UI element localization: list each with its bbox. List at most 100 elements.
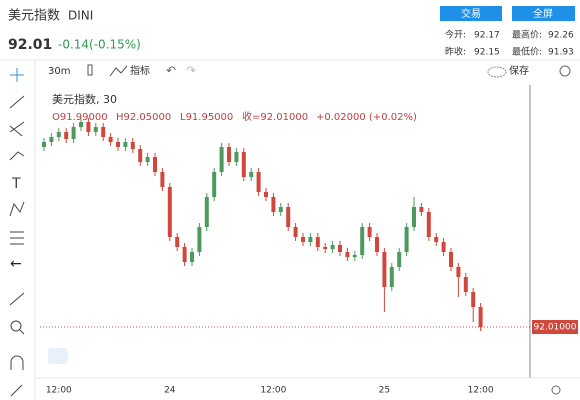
x-tick-label: 12:00 (46, 386, 72, 396)
candle-body (449, 252, 453, 267)
candle-body (419, 207, 424, 212)
symbol-name: 美元指数 (8, 9, 60, 24)
candle-body (56, 132, 61, 137)
candle-body (271, 197, 276, 212)
candle-body (145, 157, 150, 162)
candle-body (130, 142, 135, 149)
stat-label: 昨收: (445, 46, 466, 58)
candle-body (367, 227, 372, 237)
candle-body (441, 242, 446, 252)
stat-value: 92.17 (474, 31, 500, 41)
candle-body (138, 149, 143, 162)
indicators[interactable]: 指标 (130, 64, 150, 77)
candle-body (426, 212, 431, 237)
legend-high: H92.05000 (116, 112, 171, 123)
stat-value: 91.93 (548, 48, 574, 58)
svg-text:←: ← (10, 256, 22, 272)
candle-body (338, 245, 342, 252)
last-price-label: 92.01000 (534, 323, 577, 333)
candle-body (204, 197, 209, 227)
candle-body (315, 237, 320, 247)
candle-body (434, 237, 439, 242)
trade-button-label[interactable]: 交易 (461, 7, 481, 20)
candle-body (330, 245, 335, 249)
redo[interactable]: ↷ (186, 64, 196, 78)
candle-body (249, 172, 254, 177)
axis-settings[interactable] (551, 385, 561, 395)
settings-icon[interactable] (559, 65, 571, 77)
price: 92.01 (8, 37, 52, 53)
change: -0.14(-0.15%) (58, 38, 141, 52)
candle-body (175, 237, 180, 247)
candle-body (64, 132, 69, 139)
candle-body (308, 237, 313, 242)
candle-body (412, 207, 416, 227)
undo[interactable]: ↶ (166, 64, 176, 78)
candle-body (49, 137, 54, 142)
candle-body (227, 147, 231, 162)
candle-body (42, 142, 46, 147)
candle-body (101, 127, 106, 137)
legend-close: 收=92.01000 (242, 110, 308, 123)
save[interactable]: 保存 (509, 64, 529, 77)
indicator-icon[interactable] (109, 65, 128, 77)
symbol-code: DINI (68, 9, 93, 23)
candle-body (160, 172, 165, 187)
stat-value: 92.15 (474, 48, 500, 58)
trade-button[interactable] (440, 6, 502, 21)
candle-body (256, 172, 261, 192)
candle-body (190, 252, 194, 262)
candle-body (456, 267, 461, 277)
candle-body (382, 252, 387, 287)
stat-label: 今开: (445, 29, 466, 41)
svg-text:T: T (11, 176, 21, 192)
candle-body (389, 267, 394, 287)
candle-body (264, 192, 268, 197)
candle-body (241, 152, 246, 177)
candle-body (478, 307, 483, 327)
drawing-tools[interactable]: T ← (9, 68, 25, 397)
interval[interactable]: 30m (48, 66, 70, 77)
candle-body (197, 227, 202, 252)
fullscreen-button-label[interactable]: 全屏 (533, 7, 553, 20)
legend-change: +0.02000 (+0.02%) (316, 112, 417, 123)
stat-value: 92.26 (548, 31, 574, 41)
candle-body (79, 122, 83, 127)
candle-body (123, 142, 128, 147)
candle-body (352, 255, 357, 257)
candle-body (286, 207, 291, 227)
x-tick-label: 12:00 (468, 386, 494, 396)
x-tick-label: 25 (379, 386, 390, 396)
fullscreen-button[interactable] (512, 6, 575, 21)
candle-body (278, 207, 283, 212)
candle-body (219, 147, 224, 172)
candle-body (116, 142, 120, 147)
candle-body (463, 277, 468, 292)
legend-title: 美元指数, 30 (52, 92, 117, 106)
candle-body (71, 127, 76, 139)
candle-body (345, 252, 350, 257)
candle-body (182, 247, 187, 262)
candle-body (108, 137, 113, 142)
legend-open: O91.99000 (52, 112, 108, 123)
candle-body (167, 187, 172, 237)
candle-body (93, 127, 98, 132)
candle-body (471, 292, 476, 307)
chart-type-icon[interactable] (87, 64, 93, 76)
candle-body (404, 227, 409, 252)
candle-body (397, 252, 402, 267)
candle-body (323, 247, 328, 249)
cloud-icon[interactable] (487, 66, 507, 78)
candle-body (360, 227, 365, 255)
stat-label: 最低价: (512, 46, 542, 58)
x-tick-label: 12:00 (260, 386, 286, 396)
candle-body (212, 172, 217, 197)
last-price-box (532, 320, 578, 334)
candle-body (234, 152, 239, 162)
candle-body (153, 157, 157, 172)
candle-body (375, 237, 379, 252)
stat-label: 最高价: (512, 29, 542, 41)
candle-body (293, 227, 298, 237)
